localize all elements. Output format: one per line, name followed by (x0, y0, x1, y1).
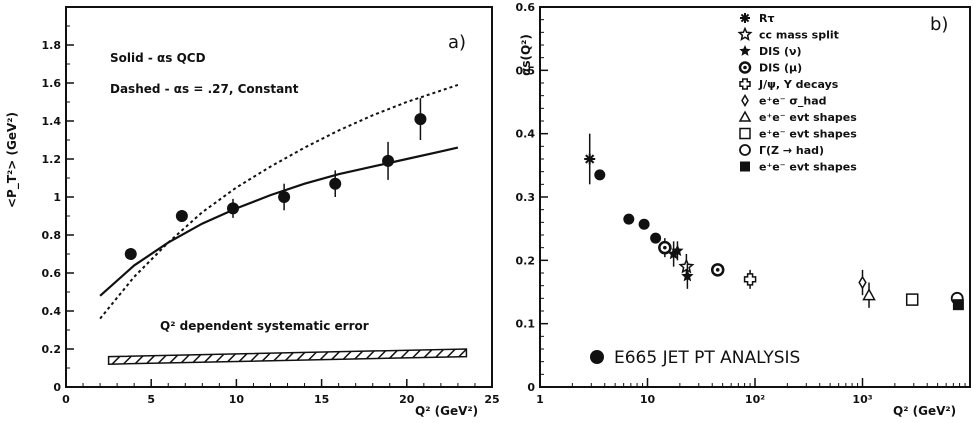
panel-b-frame (539, 6, 971, 388)
panel-a-data-point (414, 113, 427, 126)
panel-b-x-axis: 1 10 10² 10³ (536, 378, 966, 406)
solid-annotation: Solid - αs QCD (110, 51, 206, 65)
panel-a-data-points (124, 98, 427, 260)
panel-a-y-tick-label: 0.8 (42, 229, 62, 242)
marker-square-filled (952, 299, 964, 311)
panel-b: 1 10 10² 10³ 0 0.1 0.2 0.3 0.4 0.5 0.6 Rτ cc mass … (516, 1, 971, 418)
marker-asterisk (585, 154, 595, 164)
panel-a-data-point (175, 210, 188, 222)
panel-a-x-tick-label: 25 (484, 393, 499, 406)
marker-circle-filled (638, 218, 650, 230)
marker-cross-open (739, 78, 751, 90)
panel-a-data-point (329, 177, 342, 190)
panel-b-y-tick-label: 0.4 (516, 128, 536, 141)
marker-circle-dot-center (715, 268, 720, 272)
e665-annotation: E665 JET PT ANALYSIS (614, 348, 800, 368)
panel-a-label: a) (448, 32, 466, 53)
panel-a-y-tick-label: 1.6 (42, 77, 62, 90)
marker-triangle (862, 288, 876, 301)
panel-b-data-points (584, 133, 964, 311)
panel-b-x-tick-label: 10² (745, 393, 765, 406)
panel-a-y-tick-label: 0 (53, 381, 61, 394)
marker-circle-filled (594, 169, 606, 181)
panel-b-y-tick-label: 0.5 (516, 64, 536, 77)
panel-a-x-tick-label: 5 (147, 393, 155, 406)
marker-circle-dot-center (743, 65, 747, 70)
panel-b-legend-label: cc mass split (759, 29, 839, 42)
panel-a-y-tick-label: 1.4 (42, 115, 62, 128)
panel-a-y-tick-label: 0.6 (42, 267, 62, 280)
panel-b-label: b) (930, 14, 948, 35)
panel-b-legend-label: DIS (ν) (759, 45, 802, 58)
panel-b-x-tick-label: 10³ (852, 393, 872, 406)
marker-star (671, 244, 684, 257)
panel-b-y-tick-label: 0 (527, 381, 535, 394)
panel-a-y-tick-label: 1 (53, 191, 61, 204)
marker-cross-open (743, 273, 757, 286)
marker-square-open (905, 293, 919, 306)
panel-a-x-tick-label: 0 (62, 393, 70, 406)
marker-star-open (678, 258, 695, 274)
panel-a-x-tick-label: 20 (399, 393, 415, 406)
e665-annotation-marker (590, 350, 604, 364)
marker-triangle (738, 110, 752, 122)
panel-b-y-label: αs(Q²) (519, 34, 533, 76)
panel-a-y-tick-label: 1.2 (42, 153, 62, 166)
panel-b-legend-label: Γ(Z → had) (759, 144, 824, 157)
marker-star (681, 269, 694, 282)
panel-a-y-tick-label: 1.8 (42, 39, 62, 52)
panel-b-x-tick-label: 1 (536, 393, 544, 406)
marker-square-open (739, 127, 751, 140)
panel-a-x-axis: 0 5 10 15 20 25 (62, 379, 500, 406)
constant-dashed-curve (99, 83, 459, 320)
panel-a-y-axis: 0 0.2 0.4 0.6 0.8 1 1.2 1.4 1.6 1.8 (42, 25, 74, 394)
panel-a-data-point (226, 202, 239, 215)
panel-b-legend: Rτ cc mass split DIS (ν) DIS (μ) J/ψ, Υ deca… (737, 12, 857, 174)
panel-a-y-tick-label: 0.2 (42, 343, 62, 356)
dashed-annotation: Dashed - αs = .27, Constant (110, 82, 299, 96)
marker-circle-dot-center (663, 245, 667, 250)
panel-b-legend-label: e⁺e⁻ σ_had (759, 95, 827, 108)
marker-star-open (737, 26, 753, 41)
panel-b-y-tick-label: 0.6 (516, 1, 536, 14)
panel-a-data-point (278, 191, 291, 203)
panel-a-y-label: <P_T²> (GeV²) (5, 112, 20, 208)
marker-circle-open (739, 144, 751, 156)
panel-b-y-tick-label: 0.3 (516, 191, 536, 204)
panel-b-y-tick-label: 0.1 (516, 318, 536, 331)
panel-b-y-axis: 0 0.1 0.2 0.3 0.4 0.5 0.6 (516, 1, 548, 394)
panel-b-legend-label: DIS (μ) (759, 62, 802, 75)
panel-b-legend-label: Rτ (759, 12, 775, 25)
marker-diamond (741, 94, 749, 107)
panel-a-data-point (382, 154, 395, 167)
panel-b-x-label: Q² (GeV²) (893, 404, 956, 418)
marker-diamond (858, 275, 867, 290)
panel-a-x-tick-label: 10 (229, 393, 245, 406)
marker-circle-filled (650, 232, 662, 244)
marker-asterisk (740, 13, 750, 23)
panel-b-x-tick-label: 10 (640, 393, 656, 406)
panel-a-y-tick-label: 0.4 (42, 305, 62, 318)
panel-a-data-point (124, 248, 137, 260)
systematic-error-band (107, 348, 468, 365)
panel-b-legend-label: e⁺e⁻ evt shapes (759, 111, 857, 124)
panel-b-legend-label: e⁺e⁻ evt shapes (759, 128, 857, 141)
marker-star (667, 247, 680, 260)
marker-circle-filled (623, 213, 635, 225)
panel-a-x-label: Q² (GeV²) (415, 404, 478, 418)
panel-a-x-tick-label: 15 (314, 393, 329, 406)
panel-b-legend-label: e⁺e⁻ evt shapes (759, 161, 857, 174)
systematic-annotation: Q² dependent systematic error (160, 319, 369, 333)
panel-b-y-tick-label: 0.2 (516, 254, 536, 267)
panel-b-legend-label: J/ψ, Υ decays (758, 78, 839, 91)
marker-square-filled (740, 161, 750, 172)
qcd-solid-curve (99, 146, 459, 297)
panel-a: 0 5 10 15 20 25 0 0.2 0.4 0.6 0.8 1 1.2 1.4 1.6 1.8 a)… (5, 6, 500, 418)
marker-star (739, 45, 751, 56)
